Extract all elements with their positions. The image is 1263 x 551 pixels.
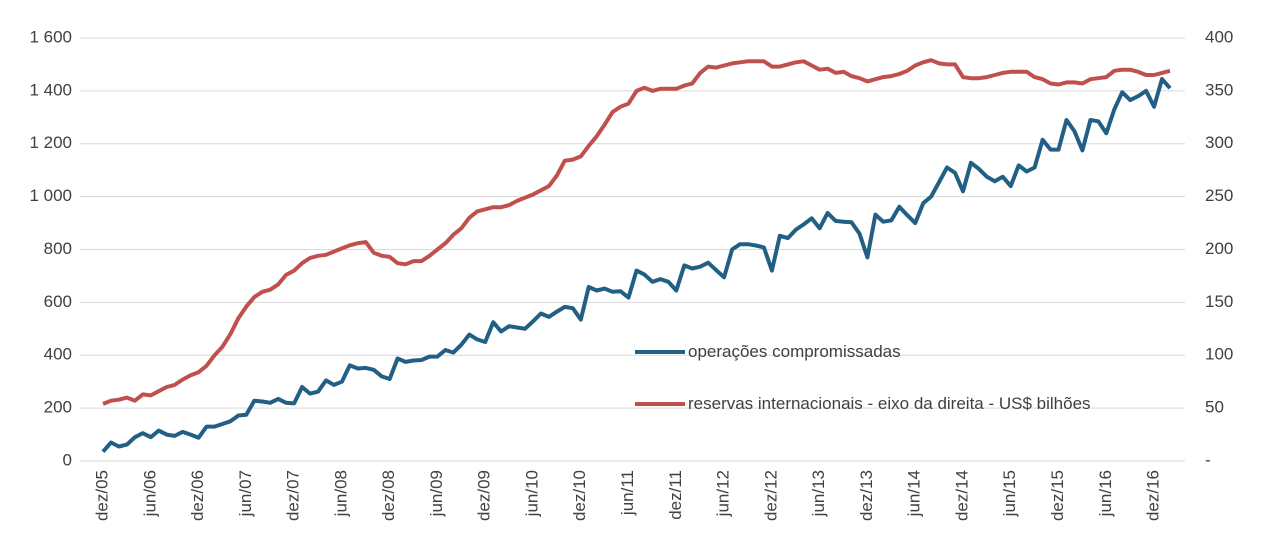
y2-tick-label: 400 xyxy=(1205,27,1233,46)
x-tick-label: dez/13 xyxy=(857,470,876,521)
y-tick-label: 400 xyxy=(44,345,72,364)
y-tick-label: 1 000 xyxy=(29,186,72,205)
x-tick-label: jun/06 xyxy=(140,470,159,517)
y-tick-label: 0 xyxy=(63,450,72,469)
y2-tick-label: 50 xyxy=(1205,398,1224,417)
x-tick-label: jun/09 xyxy=(427,470,446,517)
series-line xyxy=(102,58,1171,406)
y-tick-label: 600 xyxy=(44,292,72,311)
y-tick-label: 200 xyxy=(44,398,72,417)
y2-tick-label: 250 xyxy=(1205,186,1233,205)
series-line xyxy=(101,77,1172,454)
x-tick-label: jun/10 xyxy=(522,470,541,517)
y2-tick-label: 100 xyxy=(1205,345,1233,364)
x-tick-label: jun/16 xyxy=(1096,470,1115,517)
x-tick-label: jun/08 xyxy=(331,470,350,517)
x-tick-label: dez/06 xyxy=(188,470,207,521)
y2-tick-label: 200 xyxy=(1205,239,1233,258)
x-tick-label: dez/09 xyxy=(475,470,494,521)
x-tick-label: dez/08 xyxy=(379,470,398,521)
legend-label: reservas internacionais - eixo da direit… xyxy=(688,394,1091,413)
y-tick-label: 1 600 xyxy=(29,27,72,46)
y2-tick-label: 300 xyxy=(1205,133,1233,152)
x-tick-label: dez/10 xyxy=(570,470,589,521)
x-tick-label: dez/16 xyxy=(1144,470,1163,521)
x-tick-label: dez/11 xyxy=(666,470,685,520)
x-tick-label: dez/05 xyxy=(92,470,111,521)
y2-tick-label: - xyxy=(1205,450,1211,469)
x-tick-label: jun/11 xyxy=(618,470,637,516)
y2-tick-label: 150 xyxy=(1205,292,1233,311)
y-tick-label: 1 200 xyxy=(29,133,72,152)
x-tick-label: jun/13 xyxy=(809,470,828,517)
x-tick-label: dez/14 xyxy=(952,470,971,521)
x-tick-label: jun/07 xyxy=(236,470,255,517)
x-tick-label: dez/07 xyxy=(284,470,303,521)
legend-label: operações compromissadas xyxy=(688,342,901,361)
x-tick-label: jun/14 xyxy=(905,470,924,517)
x-tick-label: jun/15 xyxy=(1000,470,1019,517)
y-tick-label: 1 400 xyxy=(29,80,72,99)
x-tick-label: dez/12 xyxy=(761,470,780,521)
x-tick-label: jun/12 xyxy=(714,470,733,517)
y-tick-label: 800 xyxy=(44,239,72,258)
y2-tick-label: 350 xyxy=(1205,80,1233,99)
x-tick-label: dez/15 xyxy=(1048,470,1067,521)
